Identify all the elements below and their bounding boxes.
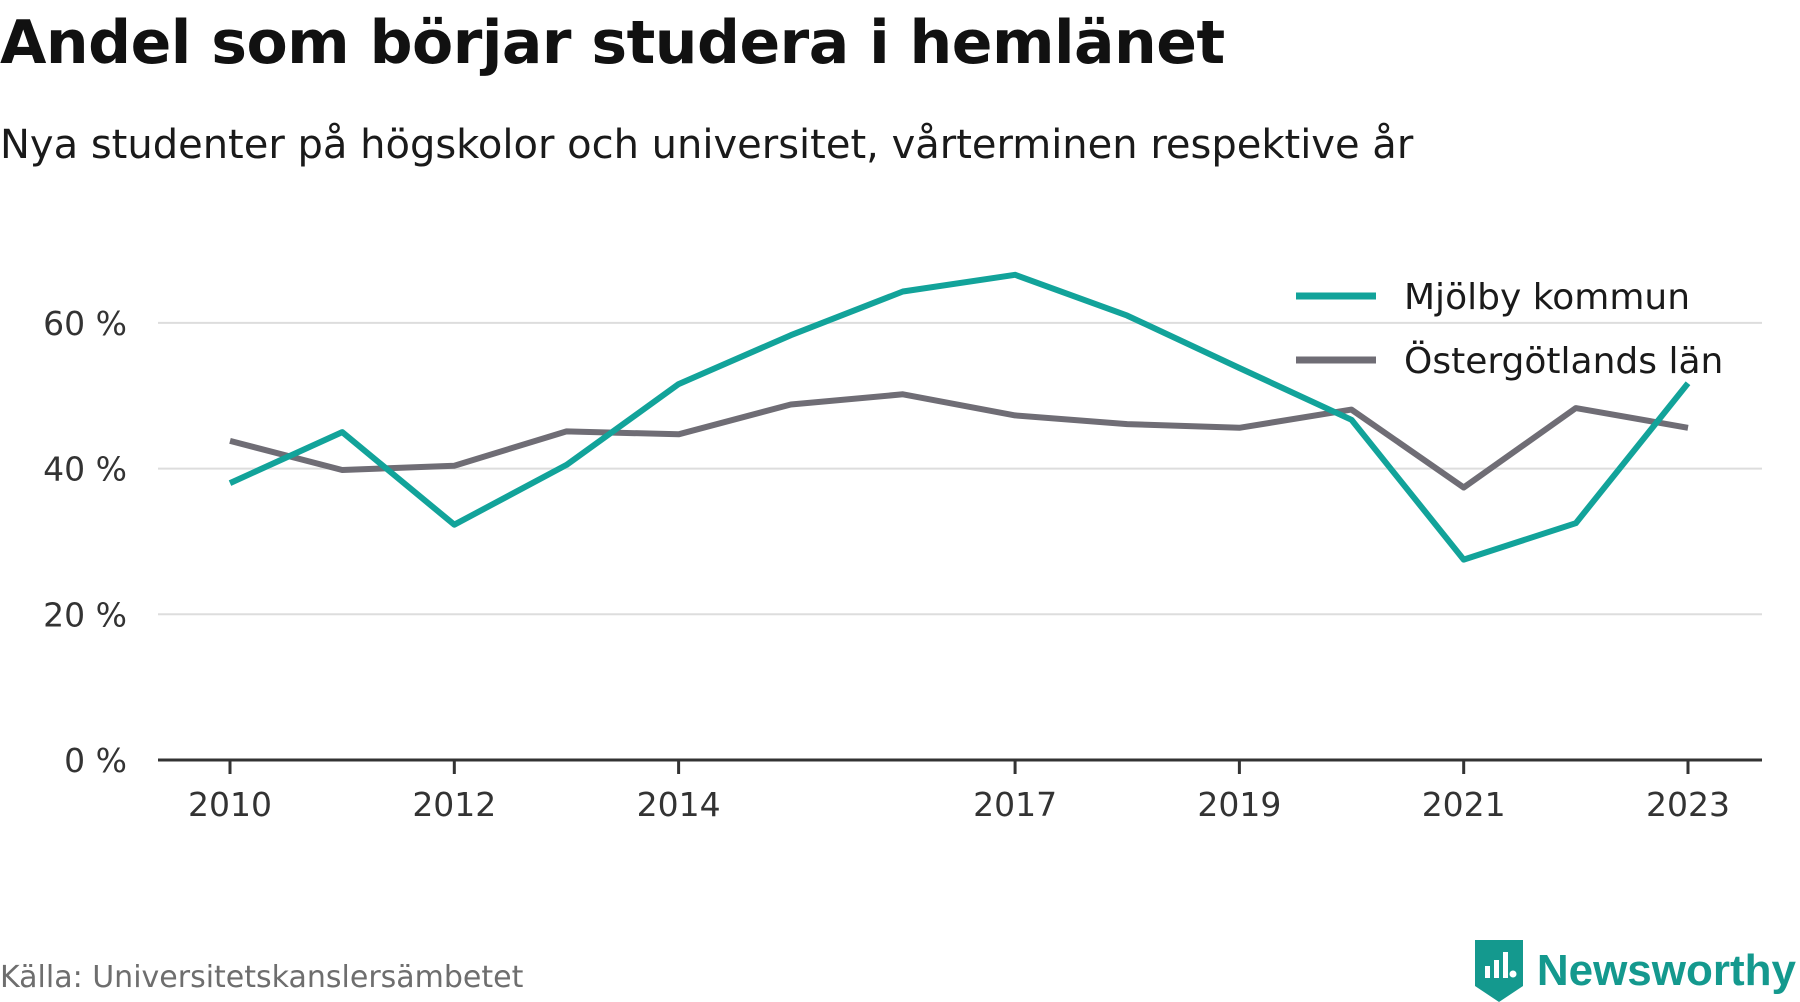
y-axis-ticks: 0 % 20 % 40 % 60 %: [43, 304, 127, 780]
x-tick-label: 2010: [188, 785, 272, 824]
x-axis: 2010 2012 2014 2017 2019 2021 2023: [158, 758, 1762, 824]
x-tick-label: 2012: [412, 785, 496, 824]
y-tick-label: 0 %: [64, 741, 127, 780]
brand-name: Newsworthy: [1536, 946, 1796, 995]
chart-title: Andel som börjar studera i hemlänet: [0, 8, 1225, 78]
source-note: Källa: Universitetskanslersämbetet: [0, 960, 524, 995]
chart-subtitle: Nya studenter på högskolor och universit…: [0, 122, 1414, 168]
x-tick-label: 2014: [637, 785, 721, 824]
legend-label-ostergotland: Östergötlands län: [1404, 340, 1723, 382]
legend: Mjölby kommun Östergötlands län: [1296, 277, 1723, 382]
legend-label-mjolby: Mjölby kommun: [1404, 277, 1690, 318]
y-tick-label: 60 %: [43, 304, 127, 343]
y-tick-label: 20 %: [43, 595, 127, 634]
y-tick-label: 40 %: [43, 450, 127, 489]
x-tick-label: 2023: [1646, 785, 1730, 824]
series-line-mjolby: [228, 271, 1691, 563]
newsworthy-logo-icon: [1474, 940, 1523, 1002]
series-lines: [228, 271, 1691, 563]
series-line-ostergotland: [229, 391, 1689, 491]
brand[interactable]: Newsworthy: [1474, 940, 1796, 1002]
line-chart: 0 % 20 % 40 % 60 % 2010 2012 2014 2017 2019 2021…: [43, 271, 1762, 824]
x-tick-label: 2017: [973, 785, 1057, 824]
x-tick-label: 2019: [1197, 785, 1281, 824]
x-tick-label: 2021: [1422, 785, 1506, 824]
